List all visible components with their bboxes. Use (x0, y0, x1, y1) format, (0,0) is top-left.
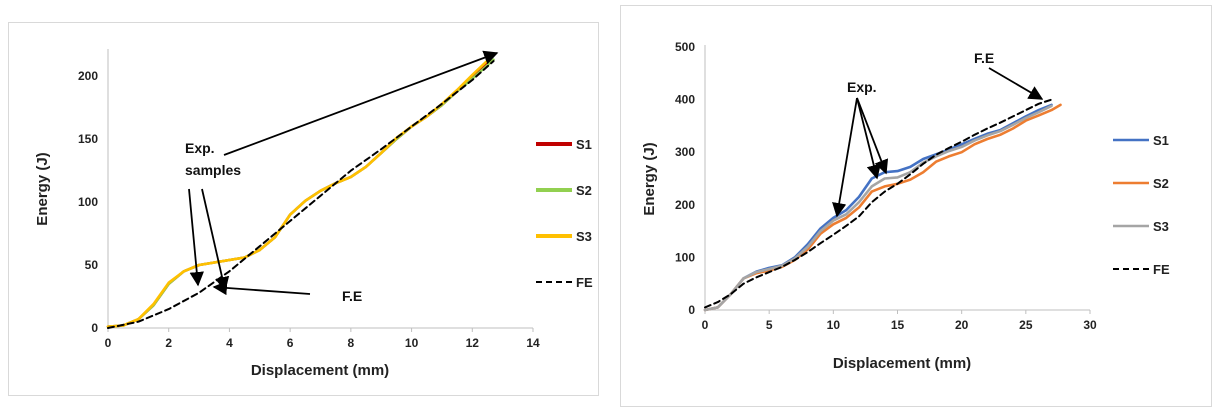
x-tick-label: 20 (955, 318, 969, 332)
x-tick-label: 4 (226, 336, 233, 350)
annotation-arrow (856, 97, 881, 180)
x-tick-label: 6 (287, 336, 294, 350)
y-tick-label: 500 (675, 40, 695, 54)
x-tick-label: 12 (466, 336, 480, 350)
x-tick-label: 15 (891, 318, 905, 332)
series-line-s3 (703, 104, 1053, 312)
y-tick-label: 0 (91, 321, 98, 335)
y-axis-title: Energy (J) (34, 152, 51, 225)
series-line-s2 (703, 103, 1062, 312)
x-tick-label: 10 (405, 336, 419, 350)
annotation-text: F.E (974, 50, 994, 66)
y-tick-label: 400 (675, 93, 695, 107)
series-line-fe (704, 98, 1053, 309)
x-tick-label: 2 (165, 336, 172, 350)
x-axis-title: Displacement (mm) (833, 355, 971, 372)
y-tick-label: 0 (688, 303, 695, 317)
x-tick-label: 8 (348, 336, 355, 350)
y-tick-label: 100 (78, 195, 98, 209)
y-tick-label: 300 (675, 145, 695, 159)
x-tick-label: 10 (827, 318, 841, 332)
annotation-text: samples (185, 162, 241, 178)
x-tick-label: 14 (526, 336, 540, 350)
x-tick-label: 0 (105, 336, 112, 350)
annotation-arrow (188, 188, 204, 287)
x-tick-label: 0 (702, 318, 709, 332)
legend-label-s3: S3 (1153, 219, 1169, 234)
y-tick-label: 200 (78, 69, 98, 83)
annotation-text: Exp. (185, 140, 215, 156)
legend-label-fe: FE (1153, 262, 1170, 277)
y-tick-label: 50 (85, 258, 99, 272)
legend-label-s2: S2 (1153, 176, 1169, 191)
y-axis-title: Energy (J) (641, 142, 658, 215)
annotation-text: Exp. (847, 79, 877, 95)
x-axis-title: Displacement (mm) (251, 362, 389, 379)
legend-label-s1: S1 (1153, 133, 1169, 148)
annotation-text: F.E (342, 288, 362, 304)
annotation-arrow (856, 97, 889, 175)
x-tick-label: 30 (1083, 318, 1097, 332)
legend-label-s3: S3 (576, 229, 592, 244)
x-tick-label: 5 (766, 318, 773, 332)
y-tick-label: 150 (78, 132, 98, 146)
y-tick-label: 200 (675, 198, 695, 212)
legend-label-s1: S1 (576, 137, 592, 152)
annotation-arrow (212, 280, 311, 296)
chart-panel-left: 0 2 4 6 8 10 12 14 0 50 100 150 200 Displacement (mm)… (8, 22, 599, 396)
annotation-arrow (223, 50, 499, 156)
x-tick-label: 25 (1019, 318, 1033, 332)
annotation-arrow (832, 97, 858, 218)
series-line-fe (107, 60, 495, 329)
legend-label-s2: S2 (576, 183, 592, 198)
chart-left: 0 2 4 6 8 10 12 14 0 50 100 150 200 Displacement (mm)… (34, 49, 593, 379)
chart-right: 0 5 10 15 20 25 300100200300400500Displacement… (641, 40, 1170, 372)
y-tick-label: 100 (675, 250, 695, 264)
legend-label-fe: FE (576, 275, 593, 290)
chart-panel-right: 0 5 10 15 20 25 30 0 100 200 300 400 500 Displacement… (620, 5, 1212, 407)
annotation-arrow (201, 188, 230, 292)
series-line-s3 (106, 53, 495, 328)
annotation-arrow (988, 67, 1044, 100)
